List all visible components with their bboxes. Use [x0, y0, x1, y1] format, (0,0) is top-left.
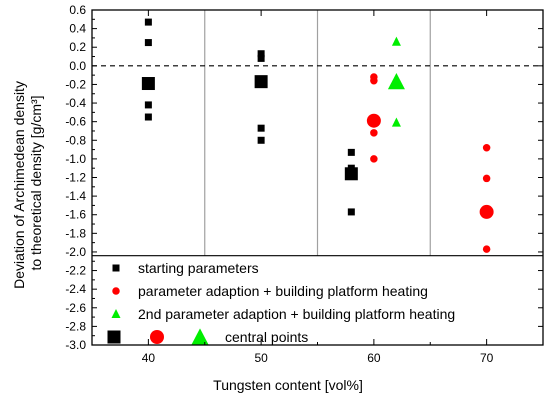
y-tick-label-17: -2.6	[65, 301, 86, 315]
y-tick-label-7: -0.6	[65, 115, 86, 129]
square-point-1-9	[347, 148, 355, 156]
y-tick-label-19: -3.0	[65, 338, 86, 352]
y-tick-label-2: 0.4	[69, 22, 86, 36]
central-point-triangle-6	[387, 73, 405, 90]
x-tick-label-3: 60	[367, 351, 381, 365]
legend-label-1: starting parameters	[138, 260, 259, 276]
axes-layer: 0.6 0.4 0.2 0.0 -0.2 -0.4 -0.6 -0.8 -1.0 -1.2 -1.4…	[65, 3, 544, 365]
square-point-1-1	[144, 18, 152, 26]
central-point-circle-4	[366, 113, 381, 128]
y-tick-label-14: -2.0	[65, 245, 86, 259]
legend-marker-3	[111, 308, 121, 319]
circle-point-2-3	[370, 129, 378, 137]
legend: starting parameters parameter adaption + …	[107, 260, 455, 345]
triangle-point-3-1	[391, 36, 401, 46]
square-point-1-7	[257, 124, 265, 132]
y-tick-label-6: -0.4	[65, 96, 86, 110]
y-tick-label-11: -1.4	[65, 189, 86, 203]
legend-label-4: central points	[225, 329, 308, 345]
circle-point-2-4	[370, 155, 378, 163]
y-tick-label-18: -2.8	[65, 319, 86, 333]
y-axis-title-line-1: Deviation of Archimedean density	[11, 81, 27, 289]
y-tick-label-3: 0.2	[69, 40, 86, 54]
legend-marker-central-square	[107, 330, 121, 344]
y-tick-label-16: -2.4	[65, 282, 86, 296]
x-tick-label-1: 40	[142, 351, 156, 365]
x-tick-label-4: 70	[480, 351, 494, 365]
y-tick-label-8: -0.8	[65, 133, 86, 147]
legend-label-2: parameter adaption + building platform h…	[138, 283, 428, 299]
y-tick-label-13: -1.8	[65, 226, 86, 240]
central-point-square-2	[254, 75, 268, 89]
marks-layer	[141, 18, 494, 253]
y-tick-label-10: -1.2	[65, 171, 86, 185]
central-point-square-3	[344, 167, 358, 181]
y-axis-title-line-2: to theoretical density [g/cm³]	[28, 95, 44, 270]
x-tick-label-2: 50	[254, 351, 268, 365]
y-tick-label-5: -0.2	[65, 77, 86, 91]
square-point-1-11	[347, 208, 355, 216]
y-tick-label-12: -1.6	[65, 208, 86, 222]
central-point-square-1	[141, 77, 155, 91]
y-tick-label-15: -2.2	[65, 264, 86, 278]
central-point-circle-5	[479, 204, 494, 219]
legend-label-3: 2nd parameter adaption + building platfo…	[138, 306, 455, 322]
legend-marker-central-circle	[150, 330, 164, 344]
y-tick-label-4: 0.0	[69, 59, 86, 73]
square-point-1-5	[257, 50, 265, 58]
square-point-1-4	[144, 113, 152, 121]
circle-point-2-2	[370, 76, 378, 85]
square-point-1-3	[144, 101, 152, 109]
triangle-point-3-2	[391, 117, 401, 127]
grid-layer	[92, 10, 543, 257]
legend-marker-2	[112, 287, 120, 295]
y-tick-label-1: 0.6	[69, 3, 86, 17]
circle-point-2-7	[482, 245, 491, 253]
legend-marker-1	[112, 264, 120, 272]
circle-point-2-5	[482, 143, 491, 152]
square-point-1-8	[257, 136, 265, 144]
legend-marker-central-triangle	[191, 328, 209, 345]
y-axis-title: Deviation of Archimedean density to theo…	[11, 77, 44, 289]
square-point-1-6	[257, 54, 265, 62]
x-axis-title: Tungsten content [vol%]	[213, 377, 363, 393]
square-point-1-2	[144, 39, 152, 47]
circle-point-2-6	[482, 174, 491, 183]
y-tick-label-9: -1.0	[65, 152, 86, 166]
